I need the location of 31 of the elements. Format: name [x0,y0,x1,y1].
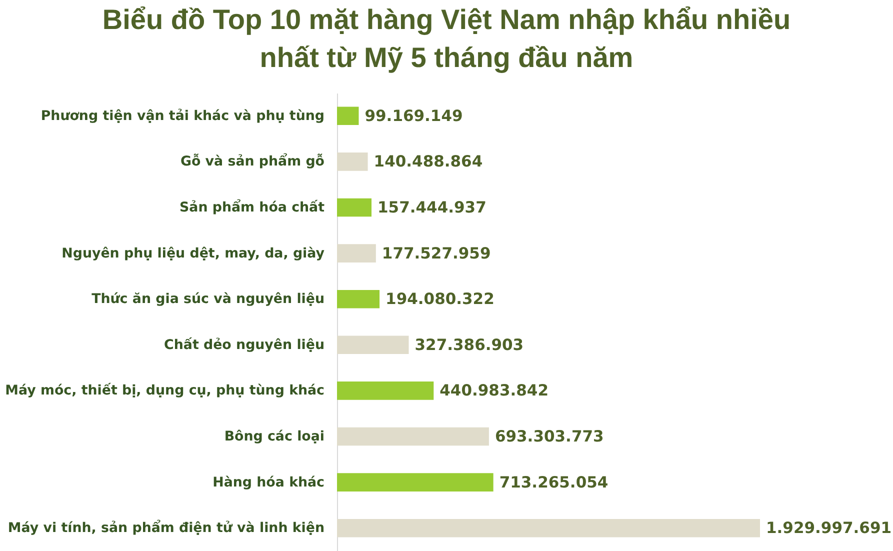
data-label: 1.929.997.691 [766,519,892,538]
bar [337,336,409,354]
y-tick-label: Phương tiện vận tải khác và phụ tùng [40,108,324,124]
data-label: 693.303.773 [494,428,604,446]
bar [337,382,434,400]
data-label: 713.265.054 [499,473,608,492]
data-label: 140.488.864 [374,152,483,171]
bar [337,106,359,126]
data-label: 177.527.959 [382,244,491,262]
bar [337,427,489,446]
y-tick-label: Bông các loại [224,430,324,444]
y-tick-label: Hàng hóa khác [212,475,325,490]
bar [337,473,494,492]
y-tick-label: Gỗ và sản phẩm gỗ [180,152,324,170]
data-label: 327.386.903 [414,336,524,354]
y-tick-label: Nguyên phụ liệu dệt, may, da, giày [62,246,325,262]
data-label: 157.444.937 [378,198,486,216]
chart-title: Biểu đồ Top 10 mặt hàng Việt Nam nhập khẩu nhiều nhất từ Mỹ 5 tháng đầu năm [102,4,791,73]
y-tick-label: Sản phẩm hóa chất [180,198,326,216]
y-tick-label: Máy vi tính, sản phẩm điện tử và linh kiện [8,519,324,536]
y-tick-label: Máy móc, thiết bị, dụng cụ, phụ tùng khác [5,382,325,399]
data-label: 194.080.322 [386,290,494,308]
bar [337,518,760,538]
bar [337,290,380,308]
bar [337,198,372,217]
y-tick-label: Chất dẻo nguyên liệu [164,336,324,353]
bar [337,244,376,262]
y-tick-label: Thức ăn gia súc và nguyên liệu [92,292,324,308]
data-label: 99.169.149 [364,106,463,125]
bar [337,152,368,171]
data-label: 440.983.842 [440,382,548,400]
